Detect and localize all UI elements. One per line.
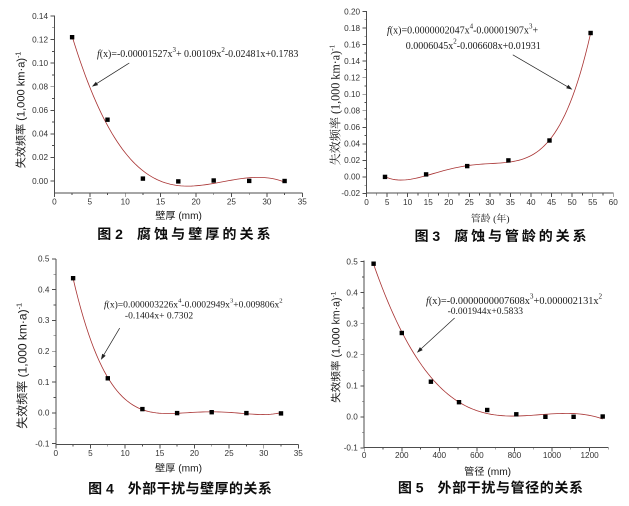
svg-text:(: ( [491, 214, 497, 225]
svg-text:0: 0 [52, 198, 57, 207]
svg-text:30: 30 [259, 449, 269, 458]
svg-text:25: 25 [227, 198, 237, 207]
svg-text:(1,000 km·a): (1,000 km·a) [329, 51, 343, 117]
svg-text:0.5: 0.5 [38, 255, 50, 264]
svg-text:0.00: 0.00 [344, 173, 360, 182]
svg-text:f(x)=-0.0000000007608x3+0.0000: f(x)=-0.0000000007608x3+0.000002131x2 [426, 293, 603, 307]
svg-text:-0.1: -0.1 [344, 444, 359, 453]
svg-text:0.10: 0.10 [344, 90, 360, 99]
svg-text:0.0: 0.0 [346, 413, 358, 422]
svg-text:-0.1404x+ 0.7302: -0.1404x+ 0.7302 [125, 311, 193, 322]
svg-text:0.10: 0.10 [32, 59, 48, 68]
svg-text:0.06: 0.06 [344, 123, 360, 132]
svg-text:0.2: 0.2 [38, 347, 50, 356]
svg-text:5: 5 [88, 449, 93, 458]
svg-text:15: 15 [424, 198, 434, 207]
svg-text:0.04: 0.04 [344, 140, 360, 149]
svg-text:(mm): (mm) [484, 467, 511, 478]
svg-text:1200: 1200 [580, 451, 599, 460]
svg-text:1000: 1000 [543, 451, 562, 460]
svg-text:0: 0 [364, 198, 369, 207]
svg-text:20: 20 [191, 198, 201, 207]
svg-text:0.4: 0.4 [346, 288, 358, 297]
svg-text:600: 600 [470, 451, 484, 460]
svg-text:0.02: 0.02 [32, 153, 48, 162]
svg-text:20: 20 [190, 449, 200, 458]
svg-text:): ) [506, 214, 509, 225]
svg-text:0.3: 0.3 [346, 320, 358, 329]
svg-text:10: 10 [121, 449, 131, 458]
svg-text:f(x)=0.000003226x4-0.0002949x3: f(x)=0.000003226x4-0.0002949x3+0.009806x… [104, 298, 283, 311]
svg-text:0.16: 0.16 [344, 40, 360, 49]
svg-text:25: 25 [225, 449, 235, 458]
svg-text:0.18: 0.18 [344, 24, 360, 33]
svg-text:0.12: 0.12 [344, 74, 360, 83]
svg-text:0.1: 0.1 [38, 378, 50, 387]
svg-text:0.0: 0.0 [38, 409, 50, 418]
svg-text:-0.001944x+0.5833: -0.001944x+0.5833 [448, 306, 524, 317]
svg-text:0.08: 0.08 [32, 83, 48, 92]
svg-text:45: 45 [547, 198, 557, 207]
svg-text:0.04: 0.04 [32, 130, 48, 139]
svg-text:0.14: 0.14 [344, 57, 360, 66]
svg-text:400: 400 [432, 451, 446, 460]
svg-text:5: 5 [412, 480, 424, 496]
svg-text:(mm): (mm) [176, 211, 202, 222]
svg-text:4: 4 [102, 480, 114, 496]
svg-text:0.06: 0.06 [32, 106, 48, 115]
svg-text:-1: -1 [15, 52, 22, 58]
svg-text:0.20: 0.20 [344, 7, 360, 16]
svg-text:0.5: 0.5 [346, 257, 358, 266]
svg-text:0.12: 0.12 [32, 35, 48, 44]
svg-text:(1,000 km·a): (1,000 km·a) [331, 297, 343, 360]
svg-text:0.2: 0.2 [346, 351, 358, 360]
svg-text:35: 35 [294, 449, 304, 458]
svg-text:800: 800 [508, 451, 522, 460]
svg-text:15: 15 [156, 198, 166, 207]
svg-text:10: 10 [121, 198, 131, 207]
svg-text:0.00: 0.00 [32, 177, 48, 186]
svg-text:25: 25 [465, 198, 475, 207]
svg-text:0.08: 0.08 [344, 107, 360, 116]
svg-text:30: 30 [262, 198, 272, 207]
svg-text:40: 40 [526, 198, 536, 207]
svg-text:10: 10 [403, 198, 413, 207]
svg-text:30: 30 [485, 198, 495, 207]
svg-text:0.3: 0.3 [38, 316, 50, 325]
svg-text:55: 55 [588, 198, 598, 207]
svg-text:0.02: 0.02 [344, 156, 360, 165]
svg-text:-1: -1 [328, 44, 337, 50]
svg-text:0.0006045x2-0.006608x+0.01931: 0.0006045x2-0.006608x+0.01931 [406, 38, 541, 52]
svg-text:0.4: 0.4 [38, 285, 50, 294]
svg-text:0.14: 0.14 [32, 12, 48, 21]
svg-text:0: 0 [54, 449, 59, 458]
svg-text:-1: -1 [330, 291, 337, 297]
svg-text:f(x)=0.0000002047x4-0.00001907: f(x)=0.0000002047x4-0.00001907x3+ [387, 22, 538, 36]
svg-text:(1,000 km·a): (1,000 km·a) [16, 58, 28, 124]
svg-text:35: 35 [298, 198, 308, 207]
svg-text:2: 2 [111, 226, 123, 242]
svg-text:5: 5 [385, 198, 390, 207]
svg-text:0.1: 0.1 [346, 382, 358, 391]
svg-text:35: 35 [506, 198, 516, 207]
svg-text:5: 5 [88, 198, 93, 207]
svg-text:-0.1: -0.1 [35, 439, 50, 448]
svg-text:-0.02: -0.02 [341, 189, 360, 198]
svg-text:60: 60 [609, 198, 619, 207]
svg-text:-1: -1 [15, 303, 24, 310]
svg-text:15: 15 [155, 449, 165, 458]
svg-text:(mm): (mm) [175, 464, 202, 475]
svg-text:(1,000 km·a): (1,000 km·a) [15, 309, 29, 380]
svg-text:0: 0 [362, 451, 367, 460]
svg-text:50: 50 [568, 198, 578, 207]
svg-text:f(x)=-0.00001527x3+ 0.00109x2-: f(x)=-0.00001527x3+ 0.00109x2-0.02481x+0… [97, 46, 298, 60]
svg-text:3: 3 [429, 228, 441, 244]
svg-text:200: 200 [395, 451, 409, 460]
svg-text:20: 20 [444, 198, 454, 207]
